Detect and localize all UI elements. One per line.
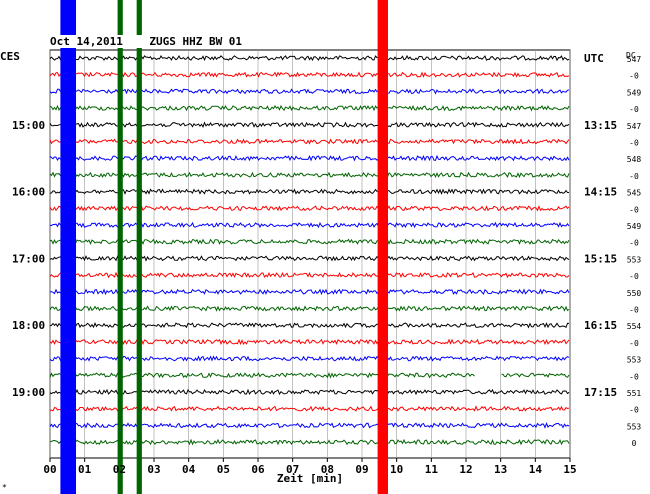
- seismic-trace: [49, 438, 570, 446]
- dc-value: 550: [627, 289, 642, 298]
- seismic-event-burst: [377, 0, 388, 494]
- dc-value: 548: [627, 155, 642, 164]
- x-tick-label: 15: [563, 463, 576, 476]
- seismic-trace: [49, 88, 570, 95]
- dc-value: 549: [627, 88, 642, 97]
- right-time-label: 14:15: [584, 186, 617, 199]
- x-tick-label: 03: [147, 463, 160, 476]
- x-tick-label: 10: [390, 463, 403, 476]
- dc-value: 549: [627, 222, 642, 231]
- dc-value: 553: [627, 356, 642, 365]
- seismic-trace: [49, 154, 570, 162]
- x-tick-label: 14: [529, 463, 543, 476]
- seismic-trace: [49, 388, 570, 396]
- seismic-trace: [49, 355, 570, 362]
- seismic-trace: [49, 171, 570, 179]
- dc-value: 0: [632, 439, 637, 448]
- grid-layer: [49, 49, 571, 462]
- seismic-trace: [49, 121, 570, 128]
- seismic-trace: [49, 188, 569, 195]
- dc-value: -0: [629, 339, 639, 348]
- x-tick-label: 09: [355, 463, 368, 476]
- left-zone-label: CES: [0, 50, 20, 63]
- right-time-label: UTC: [584, 52, 604, 65]
- seismic-trace: [49, 338, 570, 346]
- left-time-label: 18:00: [12, 319, 45, 332]
- corner-mark: *: [2, 483, 7, 492]
- title-backing: [49, 35, 244, 48]
- left-time-label: 19:00: [12, 386, 45, 399]
- seismic-trace: [49, 422, 570, 429]
- seismic-trace: [49, 238, 570, 246]
- dc-value: 553: [627, 422, 642, 431]
- seismic-trace: [49, 288, 570, 296]
- left-time-label: 15:00: [12, 119, 45, 132]
- seismic-trace: [49, 221, 570, 229]
- left-time-label: 17:00: [12, 252, 45, 265]
- x-tick-label: 02: [113, 463, 126, 476]
- x-tick-label: 05: [217, 463, 230, 476]
- trace-layer: [49, 54, 570, 446]
- dc-value: 545: [627, 189, 642, 198]
- seismic-trace: [49, 104, 570, 112]
- x-tick-label: 13: [494, 463, 507, 476]
- dc-value: -0: [629, 372, 639, 381]
- seismic-trace: [49, 204, 570, 212]
- x-tick-label: 08: [321, 463, 334, 476]
- seismic-trace: [49, 405, 570, 412]
- seismic-trace: [49, 322, 570, 329]
- dc-value: 551: [627, 389, 642, 398]
- right-time-label: 13:15: [584, 119, 617, 132]
- x-tick-label: 11: [425, 463, 439, 476]
- chart-title: Oct 14,2011 ZUGS HHZ BW 01: [50, 35, 242, 48]
- dc-value: -0: [629, 72, 639, 81]
- dc-value: 554: [627, 322, 642, 331]
- seismic-trace: [49, 54, 570, 62]
- x-tick-label: 07: [286, 463, 299, 476]
- dc-value: -0: [629, 306, 639, 315]
- seismic-trace: [49, 255, 570, 262]
- seismic-event-burst: [60, 0, 76, 494]
- dc-value: -0: [629, 105, 639, 114]
- dc-value: 547: [627, 55, 642, 64]
- label-layer: 00 01 02 03 04 05 06 07 08 09 10 11 12 13 14 15 547 -0 549…: [12, 52, 641, 476]
- dc-value: -0: [629, 139, 639, 148]
- right-time-label: 17:15: [584, 386, 617, 399]
- right-time-label: 16:15: [584, 319, 617, 332]
- event-layer: [60, 0, 388, 494]
- x-axis-label: Zeit [min]: [277, 472, 343, 485]
- dc-value: -0: [629, 172, 639, 181]
- left-time-label: 16:00: [12, 186, 45, 199]
- seismic-event-burst: [117, 0, 123, 494]
- dc-value: -0: [629, 205, 639, 214]
- dc-value: -0: [629, 406, 639, 415]
- x-tick-label: 00: [43, 463, 56, 476]
- x-tick-label: 04: [182, 463, 196, 476]
- dc-value: 547: [627, 122, 642, 131]
- x-tick-label: 12: [459, 463, 472, 476]
- seismic-trace: [49, 271, 570, 279]
- x-tick-label: 06: [251, 463, 265, 476]
- seismic-trace: [49, 305, 570, 312]
- seismic-trace: [49, 138, 570, 145]
- dc-value: -0: [629, 239, 639, 248]
- dc-value: -0: [629, 272, 639, 281]
- dc-label: DC: [626, 51, 636, 60]
- seismic-trace: [49, 71, 570, 78]
- dc-value: 553: [627, 255, 642, 264]
- x-tick-label: 01: [78, 463, 92, 476]
- right-time-label: 15:15: [584, 252, 617, 265]
- seismic-event-burst: [136, 0, 142, 494]
